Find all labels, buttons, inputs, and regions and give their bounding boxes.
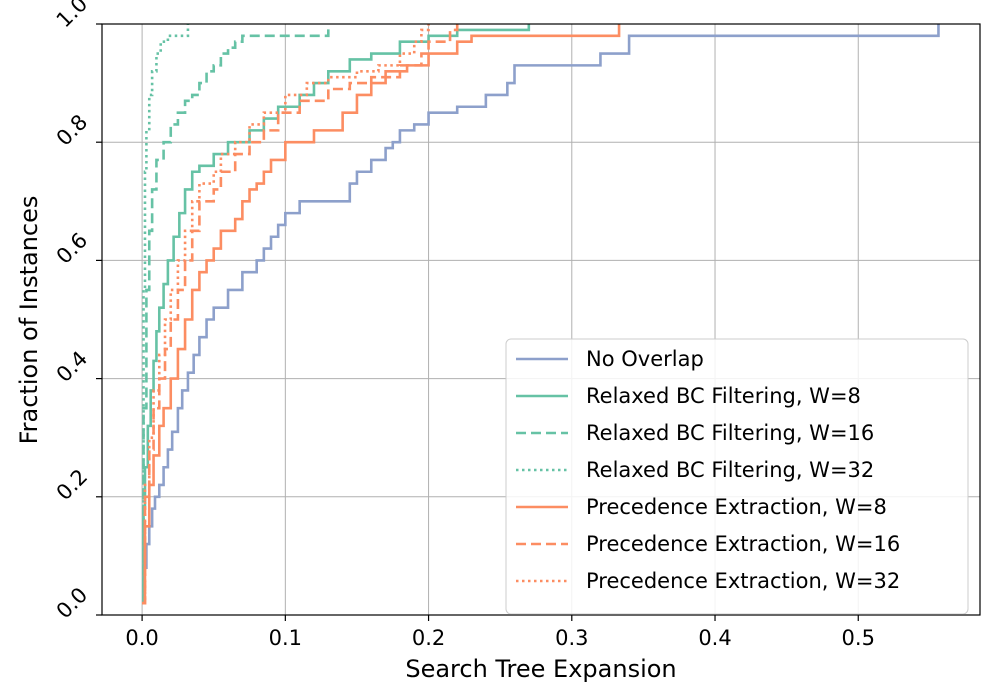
series-line-3 bbox=[142, 24, 190, 605]
series-line-4 bbox=[142, 24, 621, 605]
legend-label-0: No Overlap bbox=[586, 347, 704, 371]
series-layer bbox=[142, 24, 940, 605]
series-line-1 bbox=[142, 24, 531, 605]
legend-label-6: Precedence Extraction, W=32 bbox=[586, 569, 900, 593]
series-line-6 bbox=[142, 24, 430, 605]
legend-label-4: Precedence Extraction, W=8 bbox=[586, 495, 887, 519]
legend-label-2: Relaxed BC Filtering, W=16 bbox=[586, 421, 874, 445]
series-line-2 bbox=[142, 24, 330, 605]
x-axis-label: Search Tree Expansion bbox=[405, 655, 676, 683]
x-tick-label: 0.4 bbox=[698, 626, 731, 650]
x-tick-label: 0.5 bbox=[842, 626, 875, 650]
series-line-5 bbox=[142, 24, 459, 605]
x-tick-label: 0.2 bbox=[412, 626, 445, 650]
legend: No Overlap Relaxed BC Filtering, W=8 Relax… bbox=[505, 338, 969, 615]
series-line-0 bbox=[142, 24, 940, 605]
x-tick-label: 0.1 bbox=[269, 626, 302, 650]
legend-label-5: Precedence Extraction, W=16 bbox=[586, 532, 900, 556]
x-tick-label: 0.0 bbox=[125, 626, 158, 650]
plot-frame bbox=[101, 23, 981, 616]
y-axis-label: Fraction of Instances bbox=[15, 196, 43, 445]
x-tick-label: 0.3 bbox=[555, 626, 588, 650]
legend-label-3: Relaxed BC Filtering, W=32 bbox=[586, 458, 874, 482]
legend-box bbox=[505, 338, 969, 615]
legend-label-1: Relaxed BC Filtering, W=8 bbox=[586, 384, 861, 408]
x-axis-ticks: 0.0 0.1 0.2 0.3 0.4 0.5 bbox=[125, 615, 875, 650]
